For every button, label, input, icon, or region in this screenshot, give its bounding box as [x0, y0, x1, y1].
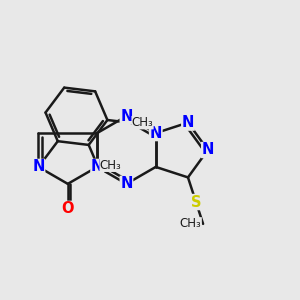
- Text: CH₃: CH₃: [132, 116, 153, 129]
- Text: S: S: [191, 194, 201, 209]
- Text: N: N: [91, 159, 103, 174]
- Text: N: N: [120, 109, 133, 124]
- Text: N: N: [202, 142, 214, 158]
- Text: N: N: [32, 159, 45, 174]
- Text: N: N: [182, 115, 194, 130]
- Text: O: O: [61, 201, 74, 216]
- Text: CH₃: CH₃: [180, 218, 202, 230]
- Text: N: N: [150, 126, 162, 141]
- Text: CH₃: CH₃: [100, 159, 122, 172]
- Text: N: N: [120, 176, 133, 191]
